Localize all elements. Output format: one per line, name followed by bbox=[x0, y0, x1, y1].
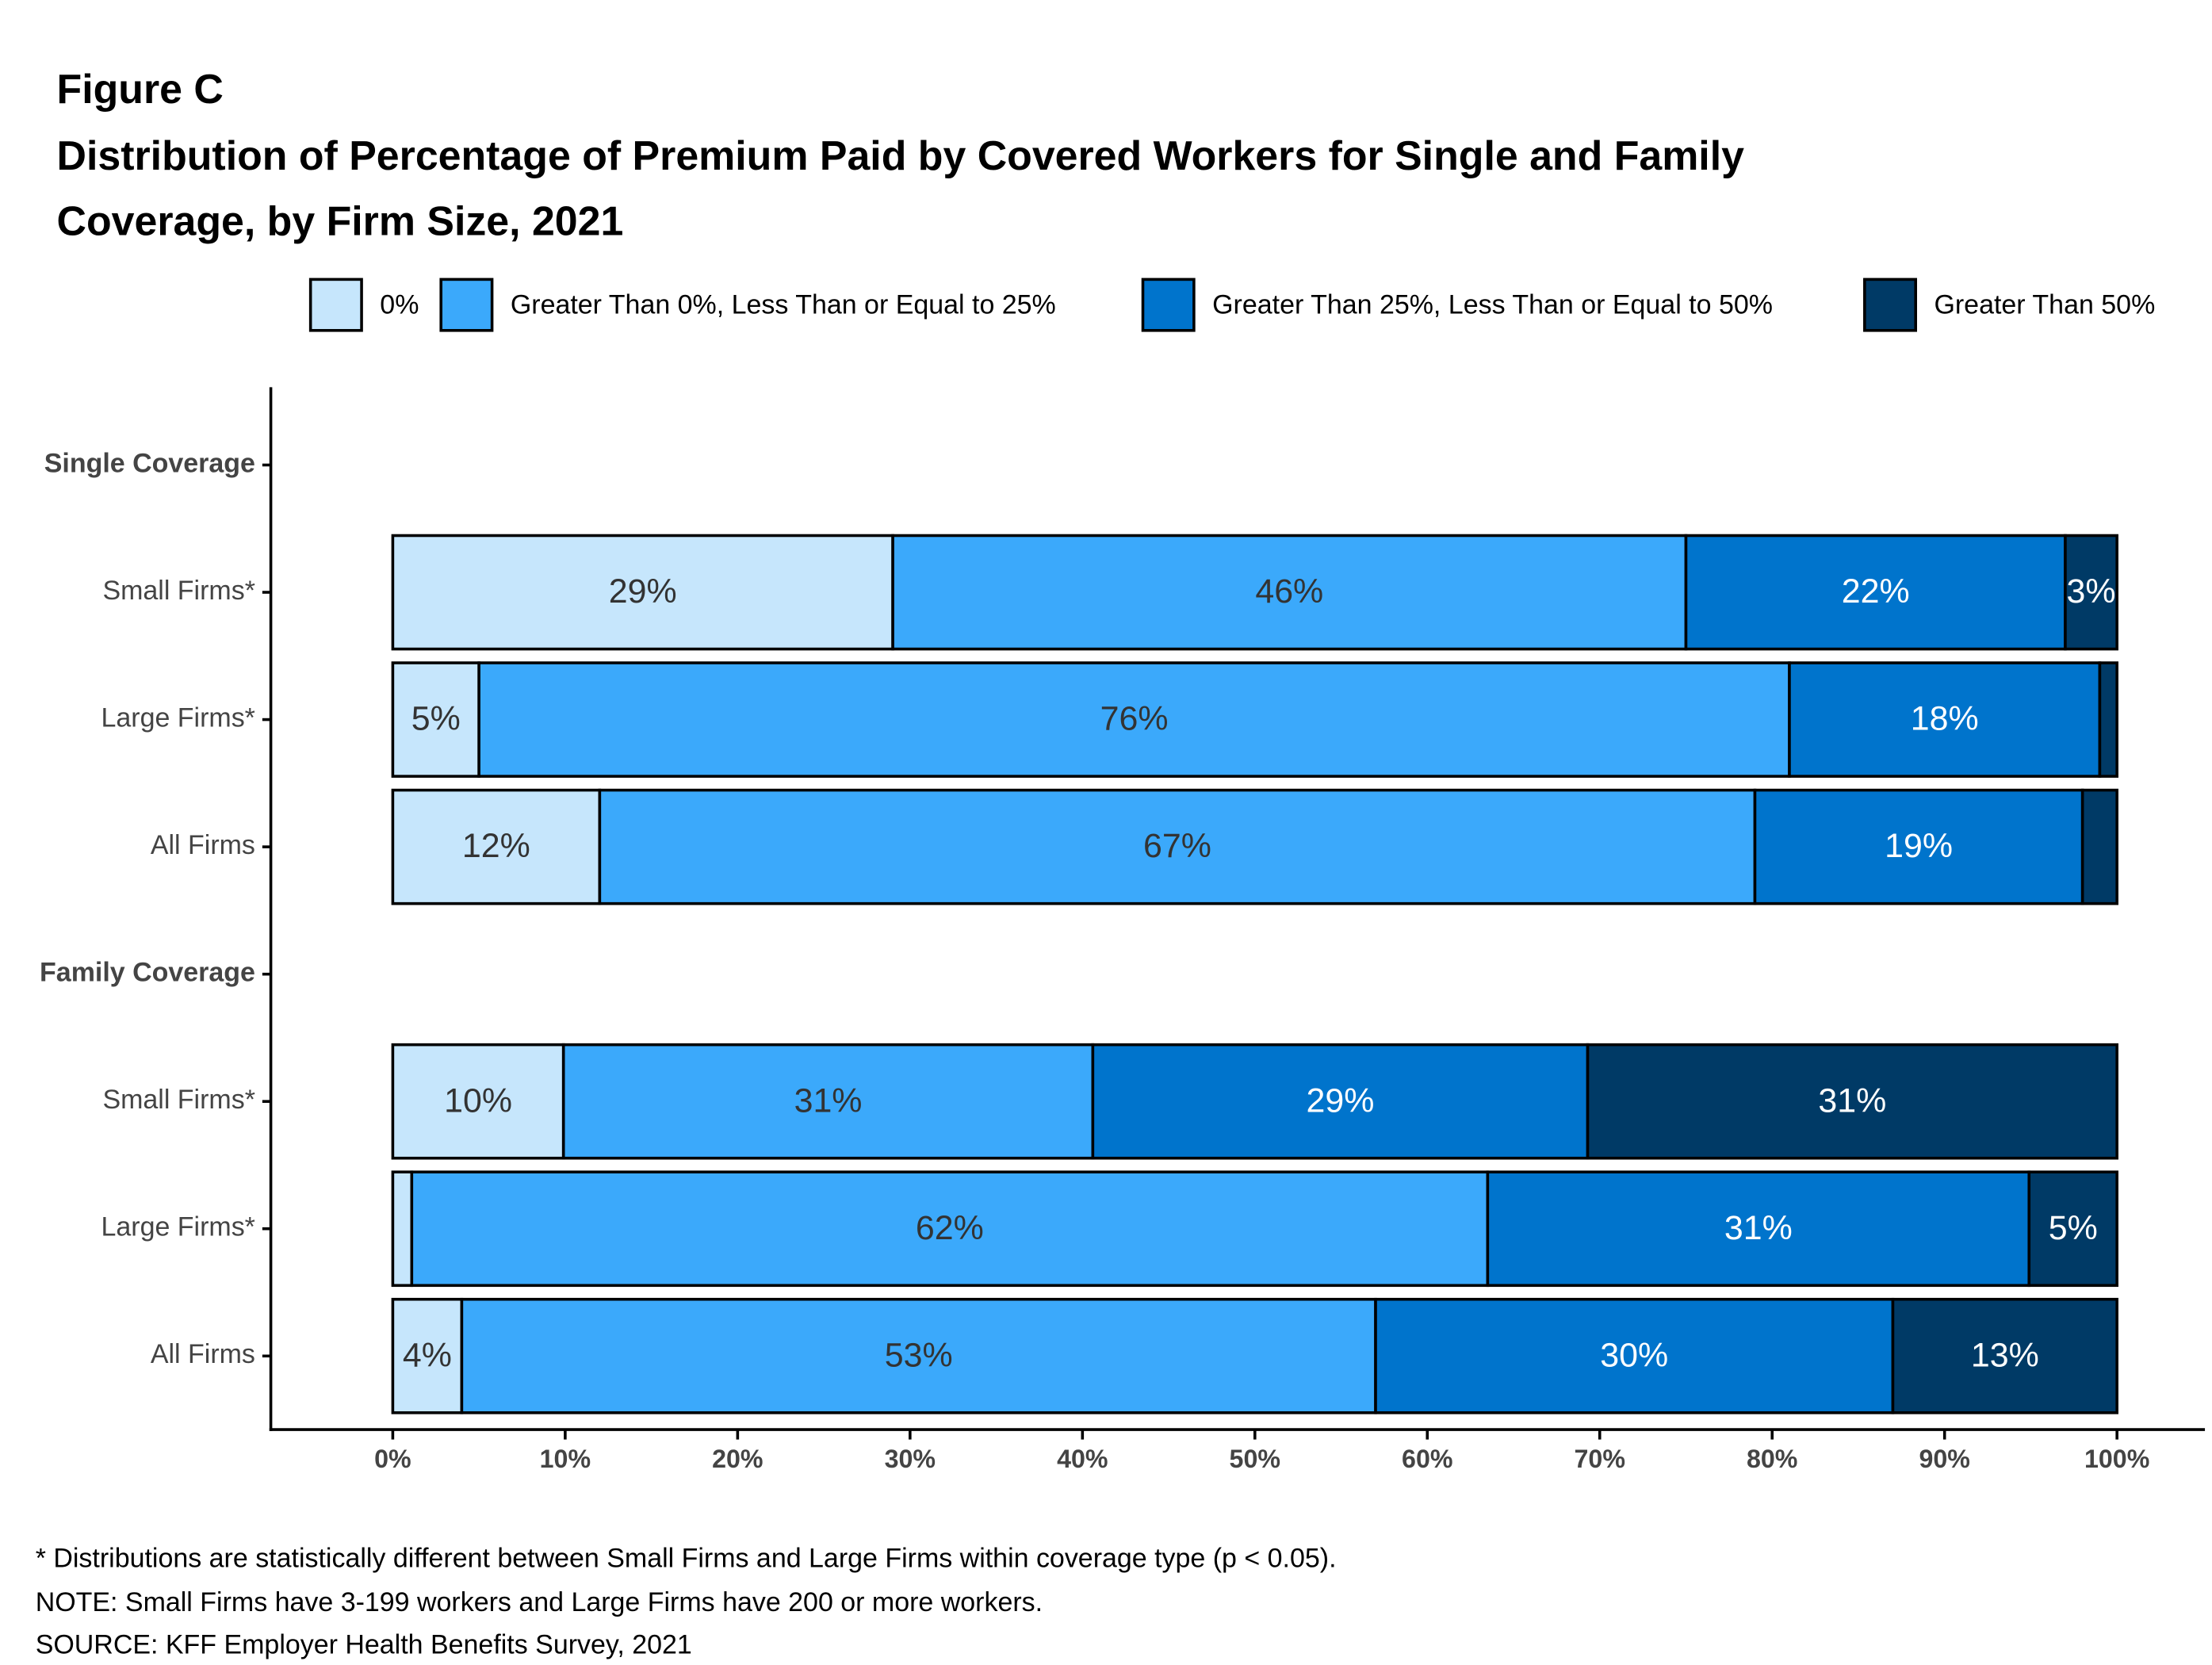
legend-label: Greater Than 50% bbox=[1934, 289, 2155, 320]
x-tick-label: 40% bbox=[1057, 1445, 1108, 1473]
data-label: 67% bbox=[1143, 827, 1211, 865]
bar-segment bbox=[2098, 661, 2118, 778]
note: SOURCE: KFF Employer Health Benefits Sur… bbox=[36, 1630, 692, 1660]
data-label: 76% bbox=[1100, 700, 1169, 738]
data-label: 30% bbox=[1600, 1336, 1668, 1374]
bar-segment bbox=[391, 1043, 565, 1160]
note: * Distributions are statistically differ… bbox=[36, 1544, 1337, 1574]
bar-segment bbox=[391, 534, 894, 651]
legend-label: Greater Than 0%, Less Than or Equal to 2… bbox=[511, 289, 1056, 320]
bar-segment bbox=[2080, 788, 2118, 905]
bar-segment bbox=[1586, 1043, 2118, 1160]
bar-segment bbox=[2064, 534, 2118, 651]
bar-segment bbox=[598, 788, 1757, 905]
data-label: 31% bbox=[794, 1081, 863, 1120]
legend-swatch bbox=[308, 278, 363, 332]
chart-title: Figure C bbox=[57, 66, 224, 112]
legend-label: Greater Than 25%, Less Than or Equal to … bbox=[1212, 289, 1773, 320]
y-tick-label: Single Coverage bbox=[44, 448, 255, 478]
data-label: 29% bbox=[1306, 1081, 1374, 1120]
legend-swatch bbox=[1863, 278, 1917, 332]
bar-segment bbox=[1684, 534, 2067, 651]
data-label: 18% bbox=[1911, 700, 1979, 738]
bar-segment bbox=[2027, 1170, 2118, 1288]
bar-segment bbox=[1788, 661, 2102, 778]
bar-segment bbox=[477, 661, 1791, 778]
data-label: 31% bbox=[1818, 1081, 1886, 1120]
bar-segment bbox=[391, 1170, 414, 1288]
data-label: 46% bbox=[1255, 572, 1323, 610]
bar-segment bbox=[1891, 1297, 2118, 1414]
x-tick-label: 100% bbox=[2084, 1445, 2149, 1473]
y-tick-label: Small Firms* bbox=[102, 1085, 254, 1115]
data-label: 19% bbox=[1885, 827, 1953, 865]
bar-segment bbox=[1374, 1297, 1895, 1414]
y-tick-label: Small Firms* bbox=[102, 576, 254, 606]
x-tick-label: 50% bbox=[1230, 1445, 1280, 1473]
legend-label: 0% bbox=[380, 289, 419, 320]
data-label: 5% bbox=[411, 700, 461, 738]
bar-segment bbox=[460, 1297, 1377, 1414]
data-label: 4% bbox=[403, 1336, 452, 1374]
data-label: 29% bbox=[609, 572, 677, 610]
x-tick-label: 10% bbox=[540, 1445, 591, 1473]
data-label: 3% bbox=[2067, 572, 2116, 610]
bar-segment bbox=[1486, 1170, 2031, 1288]
x-tick-label: 0% bbox=[374, 1445, 411, 1473]
data-label: 12% bbox=[462, 827, 530, 865]
y-tick-label: All Firms bbox=[151, 1339, 255, 1369]
x-tick-label: 30% bbox=[885, 1445, 936, 1473]
x-tick-label: 90% bbox=[1919, 1445, 1969, 1473]
x-tick-label: 60% bbox=[1402, 1445, 1452, 1473]
y-tick-label: Large Firms* bbox=[101, 703, 255, 733]
x-tick-label: 20% bbox=[712, 1445, 763, 1473]
x-tick-label: 70% bbox=[1575, 1445, 1625, 1473]
note: NOTE: Small Firms have 3-199 workers and… bbox=[36, 1587, 1043, 1617]
chart-subtitle: Coverage, by Firm Size, 2021 bbox=[57, 197, 624, 243]
bar-segment bbox=[391, 661, 480, 778]
bar-segment bbox=[1753, 788, 2084, 905]
data-label: 22% bbox=[1842, 572, 1910, 610]
bar-segment bbox=[391, 788, 602, 905]
data-label: 13% bbox=[1971, 1336, 2039, 1374]
x-tick-label: 80% bbox=[1747, 1445, 1797, 1473]
y-tick-label: Large Firms* bbox=[101, 1212, 255, 1242]
legend-swatch bbox=[1141, 278, 1196, 332]
chart-subtitle: Distribution of Percentage of Premium Pa… bbox=[57, 132, 1745, 178]
data-label: 53% bbox=[885, 1336, 953, 1374]
data-label: 5% bbox=[2049, 1209, 2098, 1247]
data-label: 10% bbox=[444, 1081, 512, 1120]
data-label: 31% bbox=[1724, 1209, 1793, 1247]
legend-swatch bbox=[439, 278, 494, 332]
y-tick-label: Family Coverage bbox=[40, 958, 255, 988]
data-label: 62% bbox=[916, 1209, 984, 1247]
y-tick-label: All Firms bbox=[151, 830, 255, 860]
